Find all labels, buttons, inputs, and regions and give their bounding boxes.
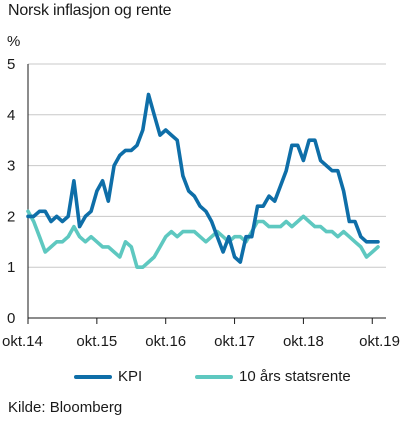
chart-title: Norsk inflasjon og rente <box>8 2 172 19</box>
series-line-statsrente <box>26 209 380 270</box>
x-tick-label-okt.15: okt.15 <box>76 333 117 350</box>
series-line-kpi <box>26 92 380 264</box>
x-tick-label-okt.16: okt.16 <box>145 333 186 350</box>
y-tick-label-1: 1 <box>7 259 15 276</box>
legend-label-kpi: KPI <box>118 368 143 385</box>
y-axis-unit: % <box>7 33 20 50</box>
legend-swatch-statsrente <box>195 374 233 379</box>
legend-label-statsrente: 10 års statsrente <box>239 368 351 385</box>
legend-item-statsrente: 10 års statsrente <box>195 368 351 385</box>
x-tick-label-okt.17: okt.17 <box>214 333 255 350</box>
y-tick-label-2: 2 <box>7 208 15 225</box>
y-tick-label-0: 0 <box>7 310 15 327</box>
tick-labels: 0 1 2 3 4 5% okt.14 okt.15 okt.16 okt.17 okt.18 okt… <box>2 33 400 350</box>
legend-item-kpi: KPI <box>74 368 142 385</box>
legend-swatch-kpi <box>74 374 112 379</box>
axes <box>27 64 386 324</box>
y-tick-label-5: 5 <box>7 56 15 73</box>
source-note: Kilde: Bloomberg <box>8 399 123 416</box>
y-tick-label-3: 3 <box>7 158 15 175</box>
series-lines <box>26 92 380 270</box>
x-tick-label-okt.18: okt.18 <box>283 333 324 350</box>
y-tick-label-4: 4 <box>7 107 15 124</box>
x-tick-label-okt.14: okt.14 <box>2 333 43 350</box>
x-tick-label-okt.19: okt.19 <box>359 333 400 350</box>
